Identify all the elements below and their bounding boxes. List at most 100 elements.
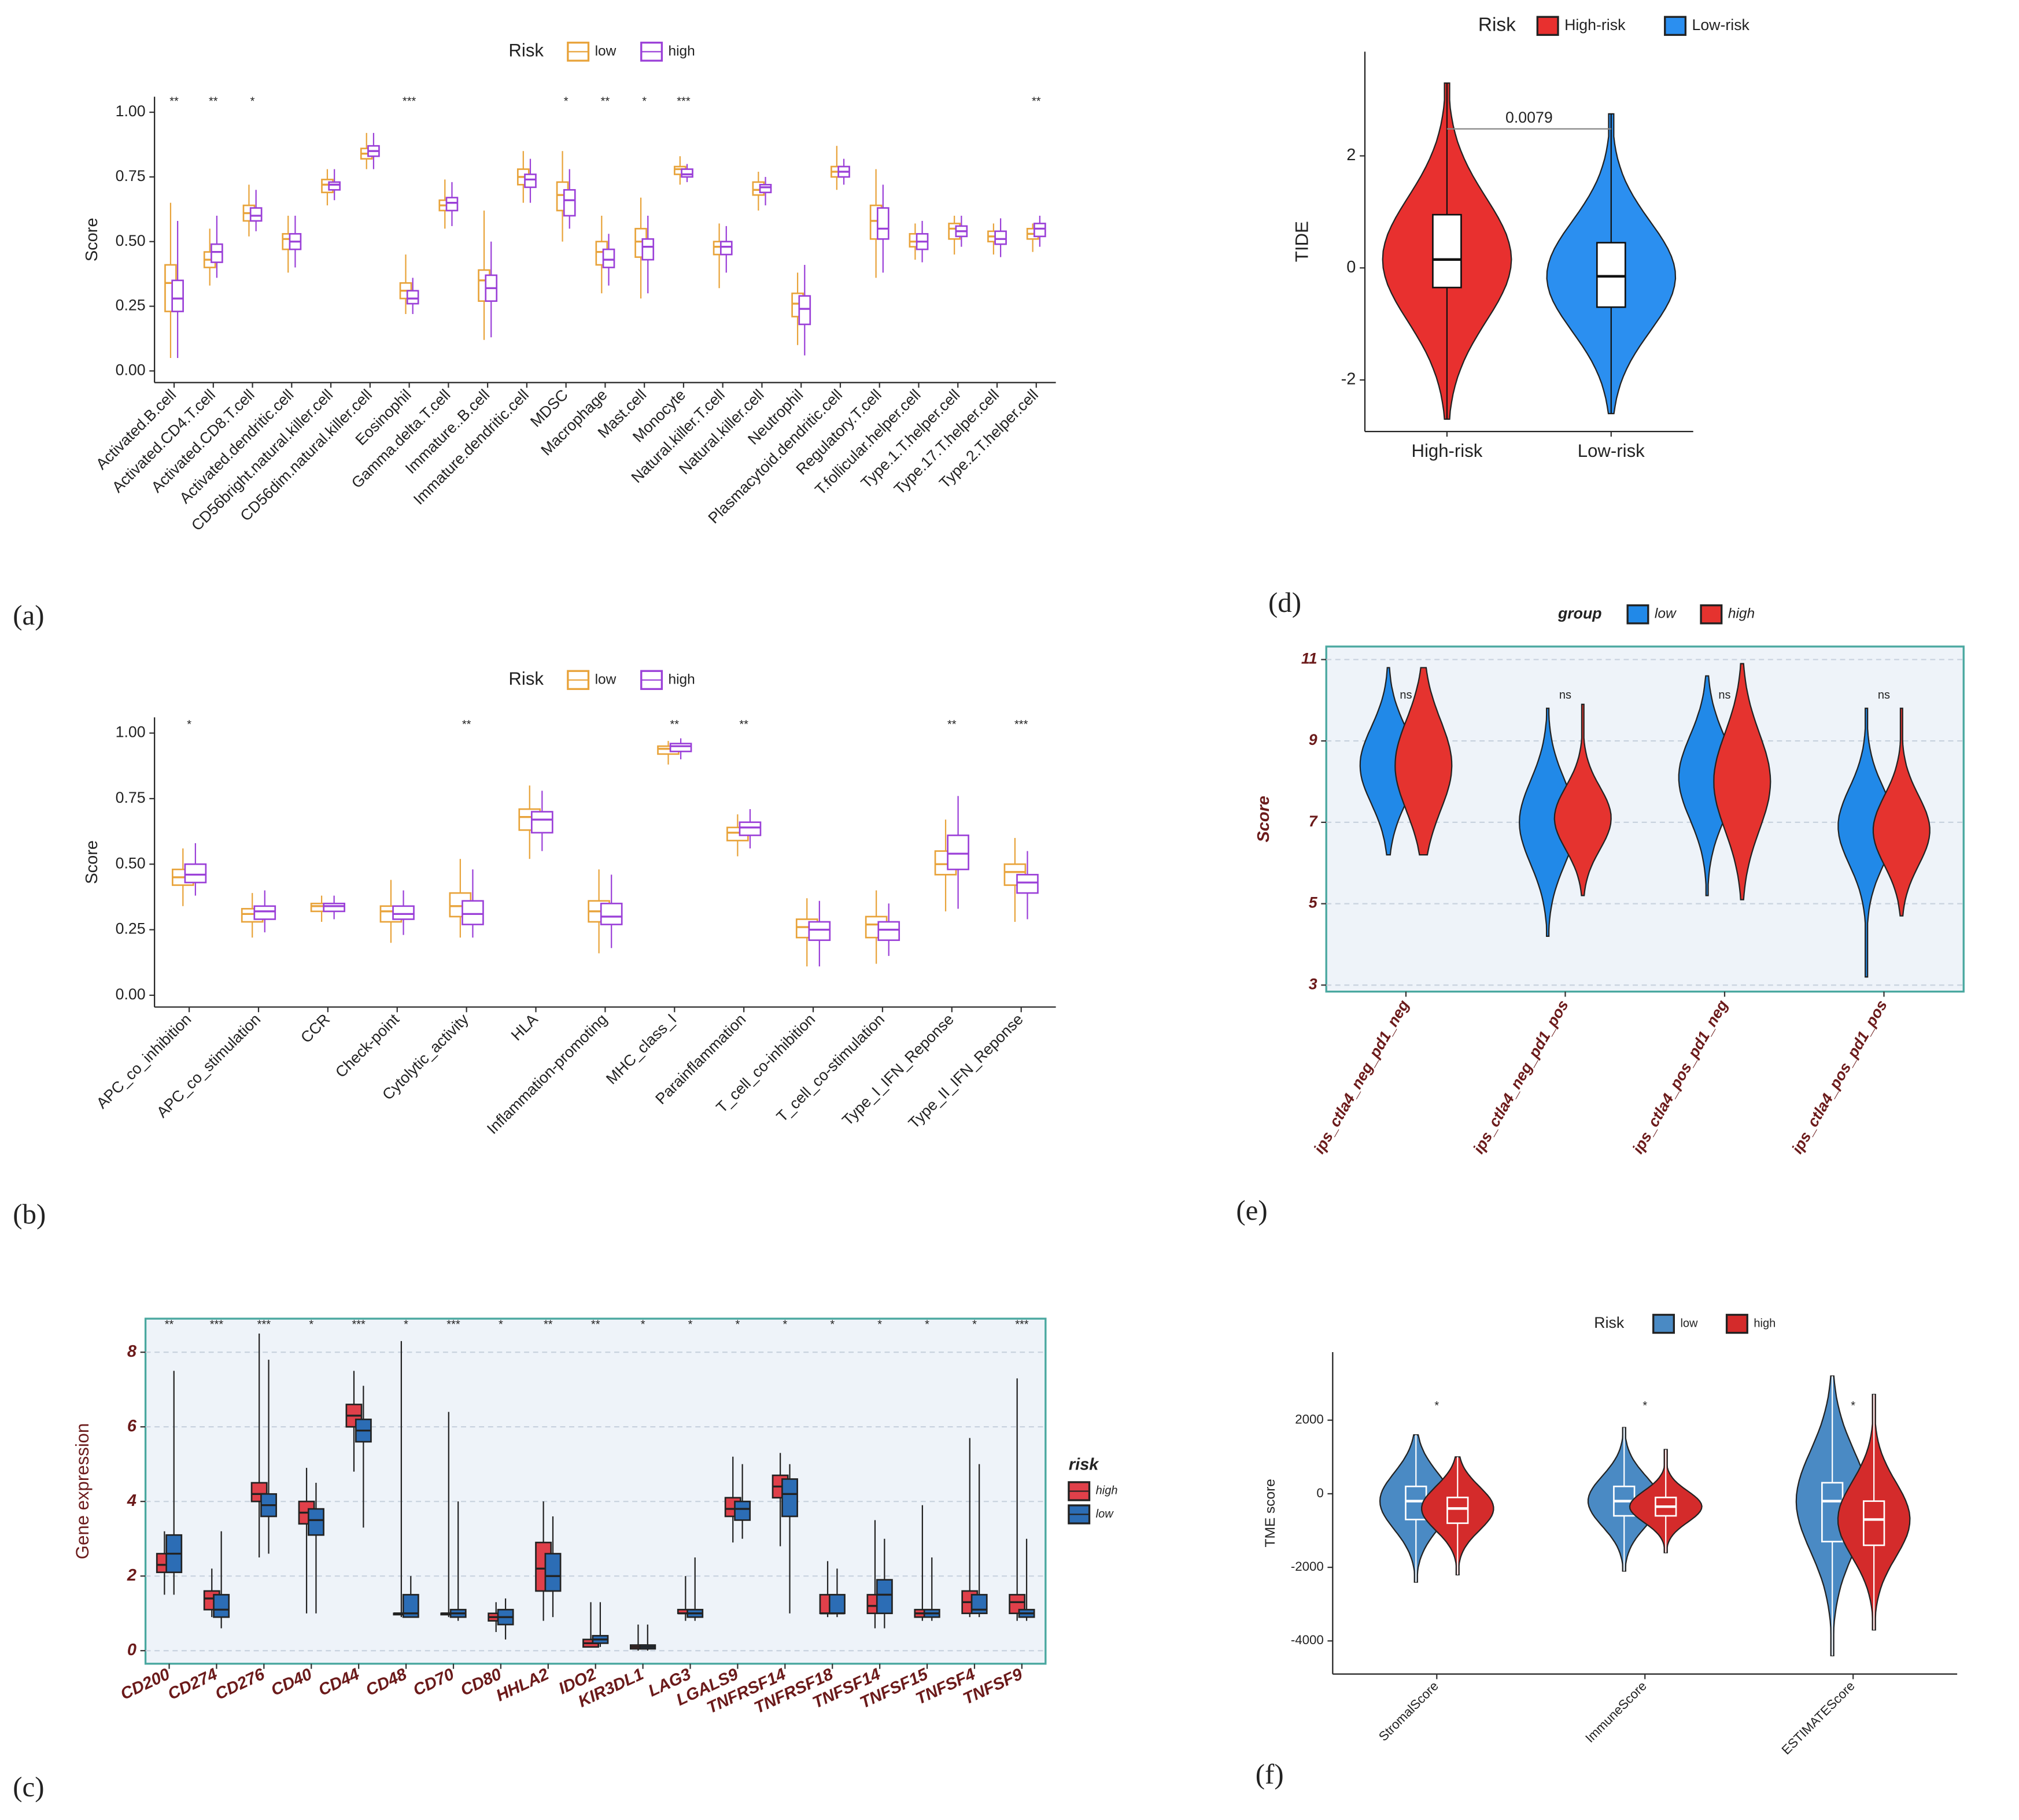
legend-title: group [1557, 604, 1602, 622]
legend-title: Risk [1594, 1314, 1625, 1331]
x-tick-label: CD276 [212, 1664, 268, 1703]
y-axis-label: TME score [1263, 1479, 1278, 1547]
y-axis-label: Score [83, 840, 101, 884]
legend-swatch [1700, 604, 1723, 625]
significance-label: * [641, 1319, 645, 1331]
box [406, 290, 419, 305]
x-tick-label: ips_ctla4_neg_pd1_neg [1311, 997, 1413, 1157]
box [739, 821, 762, 836]
x-tick-label: High-risk [1411, 441, 1482, 461]
legend-label: low [595, 43, 617, 59]
significance-label: *** [677, 95, 691, 108]
box [1446, 1496, 1469, 1524]
box [1009, 1594, 1026, 1615]
y-tick-label: -4000 [1291, 1633, 1324, 1647]
violin [1394, 667, 1453, 856]
significance-label: ** [169, 95, 179, 108]
x-tick-label: CD40 [268, 1665, 315, 1700]
legend-label: low [1655, 606, 1677, 622]
significance-label: *** [257, 1319, 271, 1331]
y-tick-label: 0 [127, 1641, 136, 1659]
significance-label: * [187, 718, 191, 731]
significance-label: ** [739, 718, 748, 731]
x-tick-label: StromalScore [1376, 1678, 1441, 1744]
x-tick-label: HLA [508, 1010, 541, 1044]
significance-label: ** [591, 1319, 600, 1331]
y-axis-label: Score [83, 218, 101, 262]
x-tick-label: CD44 [316, 1665, 363, 1700]
box [328, 181, 341, 191]
y-tick-label: 0.50 [116, 232, 146, 249]
y-tick-label: 0.00 [116, 985, 146, 1003]
y-tick-label: 0.25 [116, 920, 146, 937]
x-tick-label: ips_ctla4_pos_pd1_pos [1788, 997, 1891, 1157]
significance-label: * [564, 95, 569, 108]
y-tick-label: 8 [127, 1342, 137, 1361]
y-tick-label: 4 [127, 1492, 136, 1510]
box [994, 230, 1007, 245]
legend-label: high [1754, 1317, 1776, 1330]
significance-label: ns [1878, 689, 1890, 702]
legend-label: low [595, 671, 617, 687]
significance-label: * [782, 1319, 787, 1331]
box [759, 183, 772, 194]
box [734, 1500, 751, 1521]
box [1432, 213, 1462, 289]
box [877, 921, 900, 942]
x-tick-label: Check-point [332, 1010, 403, 1081]
box [947, 835, 969, 870]
significance-label: * [830, 1319, 835, 1331]
legend-label: high [1096, 1485, 1118, 1497]
significance-label: * [877, 1319, 882, 1331]
box [602, 248, 615, 268]
x-tick-label: CD70 [411, 1665, 457, 1700]
x-tick-label: ImmuneScore [1582, 1678, 1649, 1745]
y-tick-label: 2 [1346, 146, 1356, 164]
y-tick-label: 3 [1309, 975, 1317, 992]
box [253, 905, 276, 920]
box [213, 1594, 230, 1618]
plot-background [144, 1317, 1047, 1665]
significance-label: * [1434, 1400, 1439, 1412]
box [544, 1553, 562, 1592]
box [530, 811, 553, 834]
box [308, 1508, 324, 1536]
box [563, 189, 576, 217]
legend-swatch [1536, 16, 1559, 36]
x-tick-label: ESTIMATEScore [1779, 1678, 1858, 1757]
y-tick-label: 0.00 [116, 361, 146, 378]
legend-swatch [1664, 16, 1687, 36]
y-tick-label: 0.75 [116, 167, 146, 184]
y-tick-label: 0.75 [116, 789, 146, 806]
significance-label: * [1851, 1400, 1855, 1412]
significance-label: * [499, 1319, 503, 1331]
box [719, 241, 733, 256]
y-tick-label: 1.00 [116, 102, 146, 120]
box [1596, 242, 1626, 308]
box [184, 863, 207, 884]
x-tick-label: CD48 [363, 1664, 410, 1700]
box [462, 900, 484, 925]
box [1016, 874, 1039, 894]
violin [1837, 707, 1896, 978]
legend-title: risk [1069, 1456, 1099, 1474]
y-tick-label: 0.25 [116, 297, 146, 314]
violin [1872, 707, 1931, 917]
significance-label: * [250, 95, 255, 108]
significance-label: * [736, 1319, 740, 1331]
significance-label: ns [1718, 689, 1730, 702]
x-tick-label: Low-risk [1578, 441, 1645, 461]
legend-label: high [1728, 606, 1755, 622]
significance-label: ** [209, 95, 218, 108]
legend-title: Risk [1478, 14, 1516, 36]
significance-label: ** [165, 1319, 174, 1331]
x-tick-label: Type_II_IFN_Reponse [905, 1010, 1027, 1132]
box [641, 238, 655, 261]
significance-label: * [642, 95, 647, 108]
significance-label: * [404, 1319, 408, 1331]
y-tick-label: 0 [1316, 1486, 1323, 1500]
significance-label: ** [1032, 95, 1041, 108]
significance-label: *** [1015, 1319, 1029, 1331]
y-tick-label: 7 [1309, 813, 1318, 830]
